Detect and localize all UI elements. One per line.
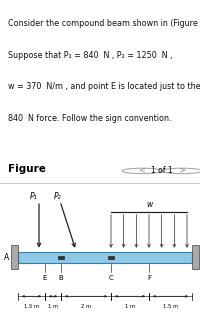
Text: F: F: [147, 275, 151, 281]
Text: B: B: [59, 275, 63, 281]
Text: P₁: P₁: [30, 192, 38, 201]
Text: 1.5 m: 1.5 m: [24, 304, 39, 308]
Text: >: >: [179, 166, 186, 175]
Text: 1 m: 1 m: [48, 304, 58, 308]
Circle shape: [162, 168, 200, 174]
Text: C: C: [109, 275, 113, 281]
Text: E: E: [43, 275, 47, 281]
Bar: [192, 245, 199, 270]
Text: w = 370  N/m , and point E is located just to the left of: w = 370 N/m , and point E is located jus…: [8, 82, 200, 91]
Circle shape: [122, 168, 162, 174]
Text: Consider the compound beam shown in (Figure 1).: Consider the compound beam shown in (Fig…: [8, 19, 200, 28]
Bar: [11, 245, 18, 270]
Bar: [58, 256, 64, 259]
Text: 1 m: 1 m: [125, 304, 135, 308]
Text: Suppose that P₁ = 840  N , P₂ = 1250  N ,: Suppose that P₁ = 840 N , P₂ = 1250 N ,: [8, 50, 172, 60]
Text: A: A: [4, 253, 9, 262]
Text: w: w: [146, 200, 152, 209]
Text: P₂: P₂: [54, 192, 62, 201]
Text: <: <: [138, 166, 146, 175]
Text: 1.5 m: 1.5 m: [163, 304, 178, 308]
Text: Figure: Figure: [8, 164, 46, 174]
Text: 840  N force. Follow the sign convention.: 840 N force. Follow the sign convention.: [8, 114, 172, 123]
Bar: [108, 256, 114, 259]
Text: 1 of 1: 1 of 1: [151, 166, 173, 174]
Text: 2 m: 2 m: [81, 304, 91, 308]
Bar: [18, 252, 192, 263]
